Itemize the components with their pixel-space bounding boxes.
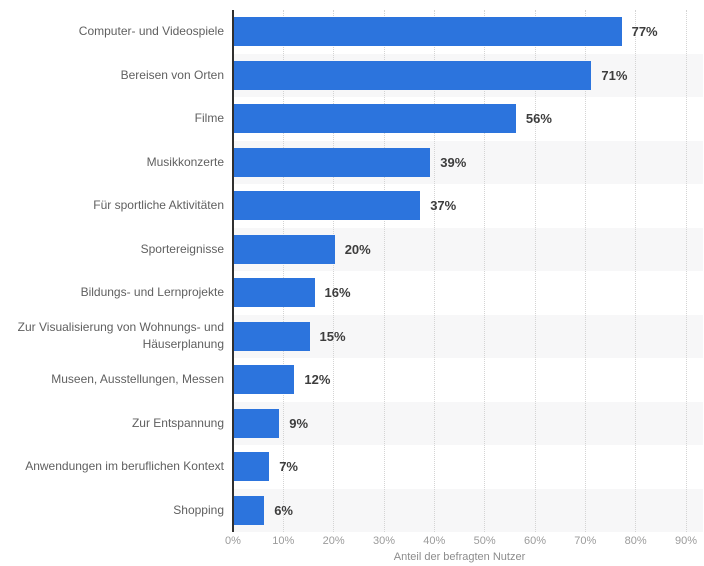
category-label: Sportereignisse [140, 241, 224, 256]
value-label: 39% [440, 154, 467, 170]
x-tick-label: 60% [523, 535, 547, 547]
bar-row: Anwendungen im beruflichen Kontext 7% [0, 445, 704, 489]
row-stripe [233, 488, 703, 532]
category-label: Filme [194, 111, 224, 126]
x-axis-ticks: 0% 10% 20% 30% 40% 50% 60% 70% 80% 90% [0, 535, 704, 549]
row-plot: 7% [233, 445, 704, 489]
bar-row: Computer- und Videospiele 77% [0, 10, 704, 54]
row-plot: 56% [233, 97, 704, 141]
category-label: Zur Visualisierung von Wohnungs- und Häu… [17, 320, 224, 352]
row-plot: 77% [233, 10, 704, 54]
bar-row: Bildungs- und Lernprojekte 16% [0, 271, 704, 315]
bar-row: Musikkonzerte 39% [0, 141, 704, 185]
bar-row: Shopping 6% [0, 489, 704, 533]
row-stripe [233, 401, 703, 445]
category-label: Bildungs- und Lernprojekte [80, 285, 224, 300]
value-label: 71% [601, 67, 628, 83]
row-plot: 39% [233, 141, 704, 185]
value-label: 7% [279, 459, 298, 475]
bar[interactable] [234, 17, 622, 46]
x-tick-label: 90% [674, 535, 698, 547]
category-label: Musikkonzerte [146, 154, 224, 169]
value-label: 37% [430, 198, 457, 214]
row-plot: 37% [233, 184, 704, 228]
row-stripe [233, 314, 703, 358]
bar[interactable] [234, 234, 335, 264]
bar[interactable] [234, 495, 265, 525]
row-plot: 71% [233, 54, 704, 98]
bar[interactable] [234, 104, 516, 133]
x-tick-label: 0% [225, 535, 241, 547]
x-tick-label: 20% [322, 535, 345, 547]
row-stripes [233, 10, 703, 532]
bar-row: Bereisen von Orten 71% [0, 54, 704, 98]
row-plot: 12% [233, 358, 704, 402]
x-tick-label: 30% [372, 535, 396, 547]
x-tick-label: 80% [624, 535, 647, 547]
row-plot: 20% [233, 228, 704, 272]
rows: Computer- und Videospiele 77% Bereisen von… [0, 10, 704, 532]
bar[interactable] [234, 278, 315, 307]
value-label: 12% [304, 372, 331, 388]
bar[interactable] [234, 408, 280, 438]
y-axis-line [232, 10, 234, 532]
bar-row: Zur Visualisierung von Wohnungs- und Häu… [0, 315, 704, 359]
bar-row: Sportereignisse 20% [0, 228, 704, 272]
x-tick-label: 50% [473, 535, 496, 547]
row-plot: 6% [233, 489, 704, 533]
category-label: Für sportliche Aktivitäten [93, 198, 224, 213]
x-tick-label: 40% [423, 535, 446, 547]
value-label: 16% [324, 285, 351, 301]
row-plot: 16% [233, 271, 704, 315]
bar-row: Filme 56% [0, 97, 704, 141]
bar[interactable] [234, 452, 270, 481]
row-plot: 15% [233, 315, 704, 359]
value-label: 9% [289, 415, 309, 431]
x-tick-label: 70% [574, 535, 597, 547]
category-label: Computer- und Videospiele [78, 24, 224, 39]
category-label: Shopping [173, 502, 224, 517]
category-label: Zur Entspannung [131, 415, 224, 430]
value-label: 56% [525, 111, 552, 127]
bar[interactable] [234, 365, 295, 394]
value-label: 15% [319, 328, 346, 344]
category-label: Bereisen von Orten [120, 67, 224, 82]
bar-row: Museen, Ausstellungen, Messen 12% [0, 358, 704, 402]
bar-row: Zur Entspannung 9% [0, 402, 704, 446]
row-plot: 9% [233, 402, 704, 446]
x-axis-title: Anteil der befragten Nutzer [393, 551, 526, 563]
x-tick-label: 10% [272, 535, 295, 547]
value-label: 20% [344, 241, 371, 257]
value-label: 6% [274, 502, 293, 518]
category-label: Anwendungen im beruflichen Kontext [25, 459, 224, 474]
bar[interactable] [234, 321, 310, 351]
bar-row: Für sportliche Aktivitäten 37% [0, 184, 704, 228]
category-label: Museen, Ausstellungen, Messen [51, 372, 224, 387]
value-label: 77% [631, 24, 658, 40]
bar[interactable] [234, 147, 431, 177]
bar[interactable] [234, 191, 421, 220]
bar[interactable] [234, 60, 592, 90]
